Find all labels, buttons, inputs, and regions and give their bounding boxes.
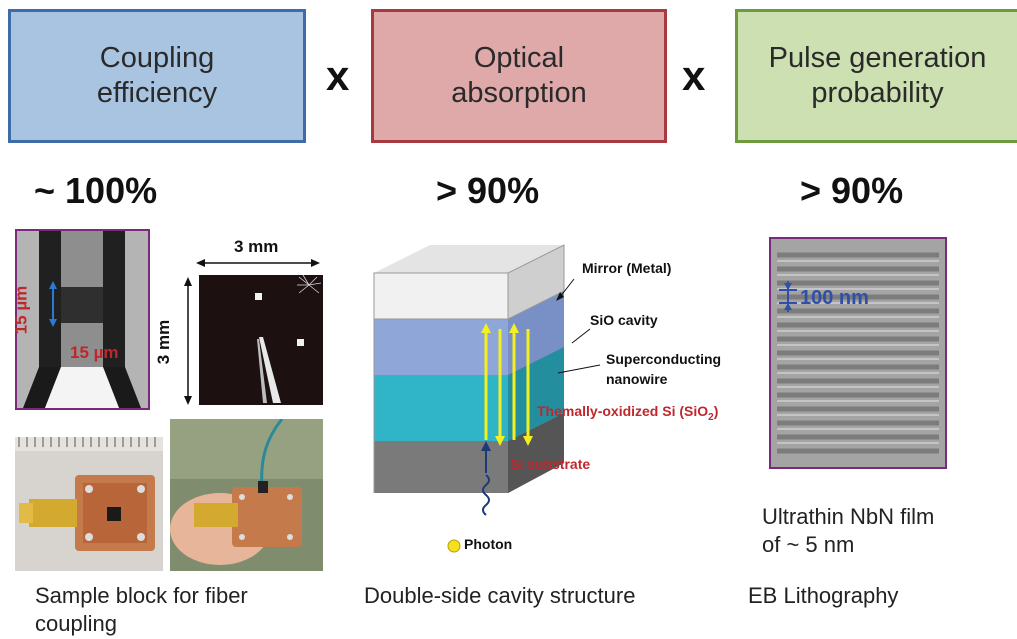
sio-cavity-label: SiO cavity (590, 312, 658, 328)
detector-horizontal-dimension: 15 µm (70, 343, 119, 362)
sample-block-photo-2 (170, 419, 323, 571)
multiply-operator: x (326, 52, 350, 99)
chip-height-arrow (184, 277, 192, 405)
absorption-value: > 90% (436, 170, 540, 211)
nanowire-label-line: nanowire (606, 371, 668, 387)
sample-block-caption: Sample block for fiber coupling (35, 582, 248, 638)
caption-line: Sample block for fiber (35, 583, 248, 608)
box-label: Optical (473, 42, 565, 74)
nanowire-label-line: Superconducting (606, 351, 722, 367)
box-label: absorption (451, 77, 587, 109)
nanowire-label: Superconducting nanowire (606, 349, 721, 389)
detector-micrograph (15, 229, 150, 410)
cavity-caption: Double-side cavity structure (364, 583, 636, 608)
sample-block-photo-1 (15, 437, 163, 571)
optical-absorption-box: Optical absorption (371, 9, 667, 143)
sem-scale-label: 100 nm (800, 287, 869, 309)
film-caption: Ultrathin NbN film of ~ 5 nm (762, 503, 934, 559)
detector-vertical-dimension: 15 µm (11, 285, 31, 335)
chip-width-dimension: 3 mm (234, 237, 279, 256)
oxide-subscript: 2 (708, 411, 714, 423)
box-label: probability (811, 77, 944, 109)
substrate-label: Si substrate (510, 456, 591, 472)
oxide-text: Themally-oxidized Si (SiO (537, 403, 709, 419)
mirror-label: Mirror (Metal) (582, 260, 672, 276)
cavity-diagram (373, 244, 601, 553)
multiply-operator: x (682, 52, 706, 99)
box-label: Pulse generation (768, 42, 987, 74)
box-label: efficiency (96, 77, 218, 109)
chip-photo (199, 275, 323, 405)
oxide-label: Themally-oxidized Si (SiO2) (537, 403, 718, 423)
caption-line: of ~ 5 nm (762, 532, 855, 557)
oxide-text-end: ) (713, 403, 719, 419)
litho-caption: EB Lithography (748, 583, 899, 608)
box-label: Coupling (99, 42, 215, 74)
caption-line: coupling (35, 611, 117, 636)
chip-width-arrow (196, 259, 320, 267)
pulse-value: > 90% (800, 170, 904, 211)
coupling-value: ~ 100% (34, 170, 158, 211)
pulse-generation-box: Pulse generation probability (735, 9, 1017, 143)
photon-label: Photon (464, 536, 513, 552)
coupling-efficiency-box: Coupling efficiency (8, 9, 306, 143)
sem-image (769, 237, 947, 469)
caption-line: Ultrathin NbN film (762, 504, 935, 529)
chip-height-dimension: 3 mm (154, 319, 174, 365)
